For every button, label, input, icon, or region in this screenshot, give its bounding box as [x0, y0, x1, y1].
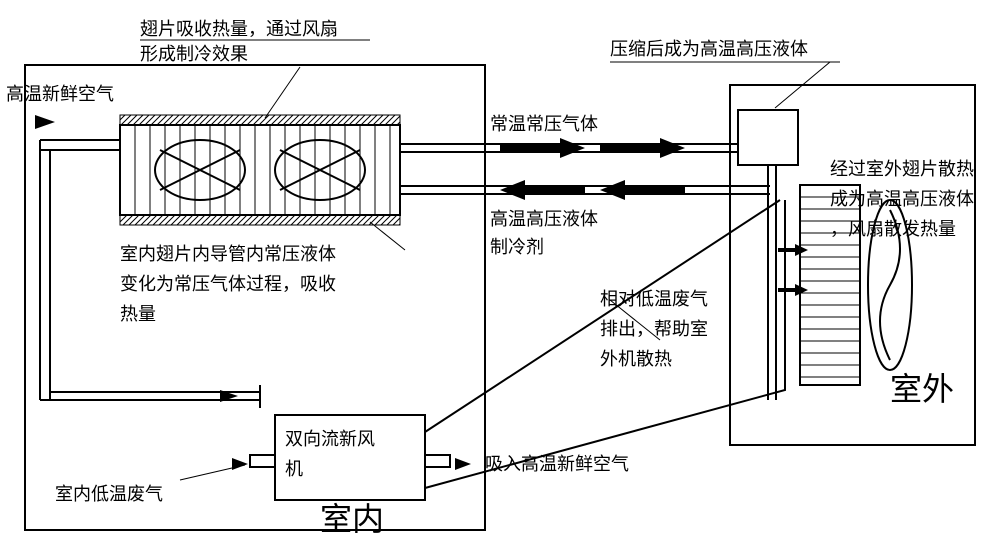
label-fin-absorb: 翅片吸收热量，通过风扇 形成制冷效果	[140, 19, 343, 64]
label-compressed: 压缩后成为高温高压液体	[610, 39, 808, 59]
label-hot-fresh-air: 高温新鲜空气	[6, 84, 114, 104]
label-hp-liquid: 高温高压液体 制冷剂	[490, 209, 603, 257]
label-bidir-fan: 双向流新风 机	[285, 429, 380, 479]
label-indoor: 室内	[320, 501, 384, 537]
label-indoor-low-waste: 室内低温废气	[55, 484, 163, 504]
outlet-tri	[455, 458, 471, 470]
evap-fan-1	[155, 140, 245, 200]
compressor	[738, 110, 798, 165]
label-normal-gas: 常温常压气体	[490, 114, 598, 134]
hot-air-tri	[35, 115, 55, 129]
condenser-coil	[800, 185, 860, 385]
evaporator-coil	[120, 115, 400, 225]
label-indoor-fin: 室内翅片内导管内常压液体 变化为常压气体过程，吸收 热量	[120, 244, 341, 324]
refrigerant-pipes	[400, 144, 776, 400]
leader-lines	[265, 62, 830, 340]
label-suck-hot-fresh: 吸入高温新鲜空气	[485, 454, 629, 474]
evap-fan-2	[275, 140, 365, 200]
label-relative-low: 相对低温废气 排出，帮助室 外机散热	[600, 289, 713, 369]
fresh-air-fan-unit	[250, 415, 450, 500]
inlet-tri	[232, 458, 248, 470]
label-outdoor: 室外	[890, 371, 954, 407]
label-outdoor-fin: 经过室外翅片散热 成为高温高压液体 ，风扇散发热量	[830, 159, 979, 239]
